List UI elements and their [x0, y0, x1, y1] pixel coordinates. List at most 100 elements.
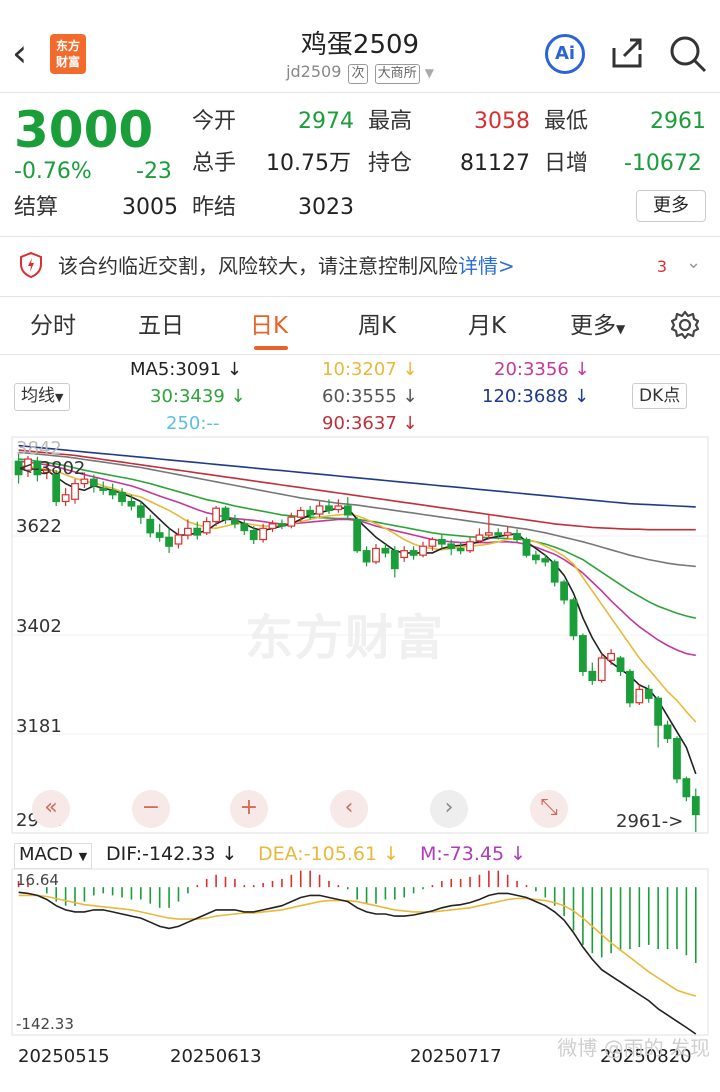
candle-up	[400, 550, 409, 559]
high-marker: <-3802	[18, 458, 86, 479]
ma120-line	[18, 444, 696, 508]
caret-down-icon[interactable]: ▼	[424, 66, 434, 80]
contract-subtitle: jd2509 次 大商所 ▼	[0, 62, 720, 84]
page-title: 鸡蛋2509	[300, 30, 420, 60]
change-percent: -0.76%	[14, 159, 92, 184]
candle-down	[362, 550, 371, 563]
candle-down	[89, 478, 98, 487]
risk-notice: 该合约临近交割，风险较大，请注意控制风险详情>	[58, 252, 515, 280]
tab-intraday[interactable]: 分时	[30, 313, 76, 339]
volume-label: 总手	[192, 151, 237, 176]
candle-up	[174, 534, 183, 545]
risk-text: 该合约临近交割，风险较大，请注意控制风险	[58, 254, 458, 278]
risk-details-link[interactable]: 详情>	[458, 254, 515, 278]
macd-border	[11, 868, 709, 1036]
macd-selector[interactable]: MACD ▼	[14, 843, 93, 869]
candle-down	[569, 599, 578, 637]
macd-top-label: 16.64	[16, 871, 59, 889]
candle-up	[484, 532, 493, 536]
app-logo: 东方 财富	[50, 34, 86, 74]
ma90-value: 90:3637 ↓	[322, 412, 418, 436]
candle-up	[61, 494, 70, 503]
price-axis-3: 3402	[16, 616, 62, 637]
divider	[0, 354, 720, 355]
search-icon[interactable]	[668, 34, 708, 74]
candle-down	[588, 670, 597, 681]
candle-down	[14, 460, 23, 476]
dif-line	[18, 891, 697, 1035]
candle-down	[249, 529, 258, 541]
candle-down	[644, 688, 653, 699]
fullscreen-button[interactable]: ⤡	[530, 790, 568, 828]
ma5-line	[18, 467, 697, 775]
candle-down	[221, 507, 230, 520]
chevron-down-icon[interactable]: ⌄	[686, 252, 702, 273]
down-arrow-icon: ↓	[510, 843, 527, 865]
date-label-3: 20250717	[410, 1046, 502, 1067]
chevron-left-icon[interactable]: ‹	[12, 31, 28, 75]
ma20-text: 20:3356	[494, 359, 569, 380]
tab-more[interactable]: 更多▼	[570, 310, 625, 345]
ma60-value: 60:3555 ↓	[322, 385, 418, 409]
tab-weekly-k[interactable]: 周K	[358, 313, 397, 339]
ma10-text: 10:3207	[322, 359, 397, 380]
tab-monthly-k[interactable]: 月K	[468, 313, 507, 339]
settings-gear-icon[interactable]	[670, 310, 700, 340]
candle-down	[494, 532, 503, 536]
candle-up	[635, 688, 644, 704]
macd-chart[interactable]	[0, 868, 720, 1038]
ma60-text: 60:3555	[322, 386, 397, 407]
price-axis-2: 3622	[16, 516, 62, 537]
dea-line	[18, 894, 697, 997]
ma10-line	[18, 464, 697, 723]
ma90-text: 90:3637	[322, 413, 397, 434]
ma30-text: 30:3439	[150, 386, 225, 407]
next-button[interactable]: ›	[430, 790, 468, 828]
candle-down	[560, 581, 568, 601]
tab-more-label: 更多	[570, 313, 616, 339]
date-label-1: 20250515	[18, 1046, 110, 1067]
candlestick-chart[interactable]	[0, 436, 720, 836]
candle-down	[33, 460, 42, 476]
ma-selector[interactable]: 均线▼	[14, 383, 71, 411]
fast-back-button[interactable]: «	[32, 790, 70, 828]
share-icon[interactable]	[608, 34, 646, 72]
ma120-text: 120:3688	[482, 386, 569, 407]
candle-down	[193, 527, 202, 536]
watermark: 东方财富	[245, 610, 446, 666]
date-label-4: 20250820	[600, 1046, 692, 1067]
candle-down	[616, 657, 625, 673]
daily-increase-value: -10672	[624, 151, 702, 176]
candle-down	[146, 518, 155, 534]
candle-down	[136, 505, 145, 518]
ma250-value: 250:--	[166, 413, 220, 434]
candle-up	[202, 521, 211, 534]
candle-down	[390, 550, 399, 570]
shield-warning-icon	[20, 252, 42, 278]
ai-button[interactable]: Ai	[545, 34, 585, 74]
caret-down-icon: ▼	[55, 391, 64, 404]
open-interest-value: 81127	[460, 151, 530, 176]
tab-daily-k[interactable]: 日K	[250, 313, 289, 339]
dk-point-button[interactable]: DK点	[632, 383, 688, 409]
zoom-in-button[interactable]: +	[230, 790, 268, 828]
ma20-value: 20:3356 ↓	[494, 358, 590, 382]
candle-down	[456, 547, 465, 552]
zoom-out-button[interactable]: −	[132, 790, 170, 828]
daily-increase-label: 日增	[544, 151, 589, 176]
more-quote-button[interactable]: 更多	[636, 190, 706, 222]
price-axis-4: 3181	[16, 716, 62, 737]
tab-five-day[interactable]: 五日	[138, 313, 184, 339]
candle-down	[108, 489, 117, 496]
ma120-value: 120:3688 ↓	[482, 385, 589, 409]
candle-up	[42, 469, 51, 474]
previous-button[interactable]: ‹	[330, 790, 368, 828]
divider	[0, 236, 720, 237]
ma90-line	[18, 449, 696, 531]
settle-value: 3005	[122, 195, 178, 220]
tag-exchange: 大商所	[374, 64, 420, 84]
candle-down	[550, 561, 559, 583]
open-value: 2974	[298, 109, 354, 134]
down-arrow-icon: ↓	[573, 386, 590, 407]
high-value: 3058	[474, 109, 530, 134]
